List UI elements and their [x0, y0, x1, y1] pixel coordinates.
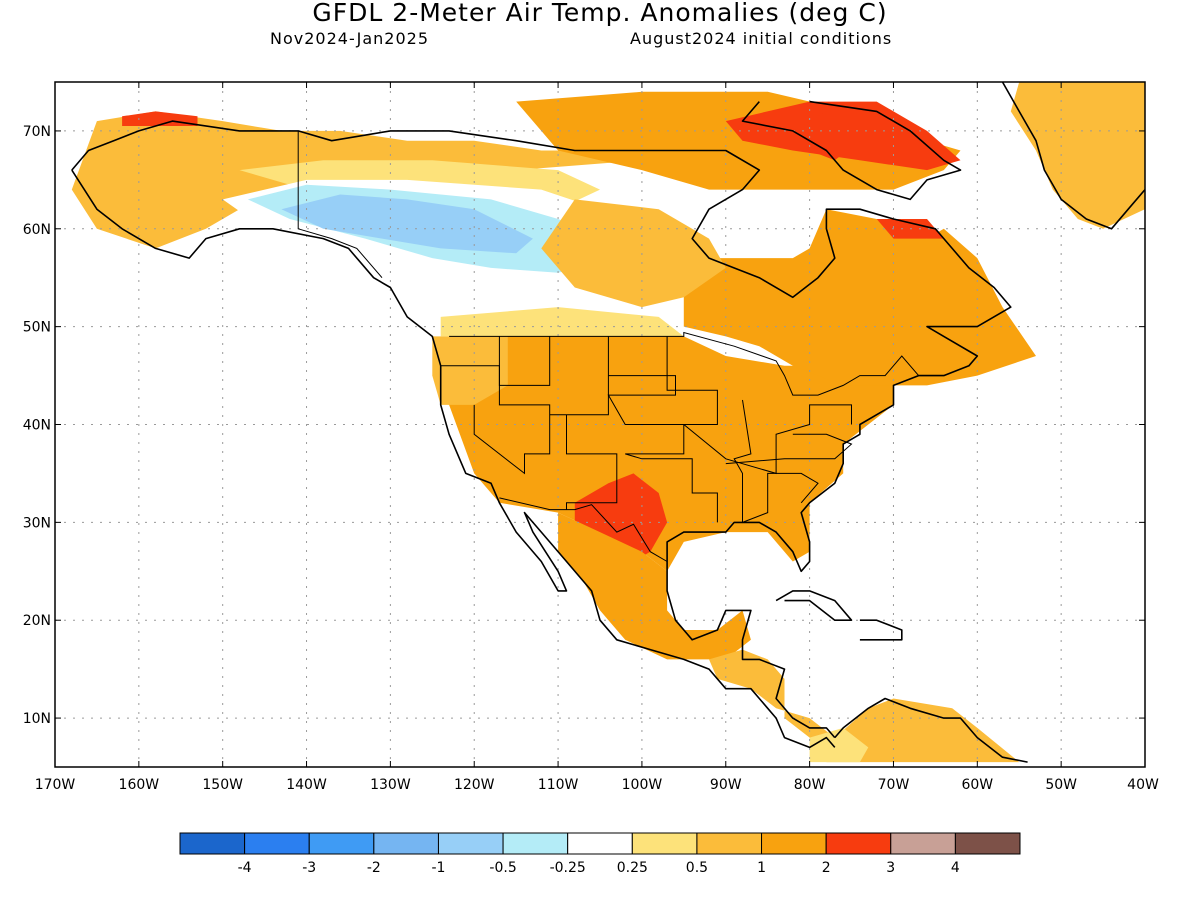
lat-label: 30N — [23, 515, 51, 531]
region-west-canada-cool-core — [281, 194, 533, 254]
lon-label: 130W — [370, 777, 411, 793]
lon-label: 90W — [710, 777, 742, 793]
legend-label: 0.5 — [686, 860, 708, 876]
lon-label: 150W — [202, 777, 243, 793]
legend-label: -0.25 — [550, 860, 586, 876]
legend-swatch — [825, 832, 892, 855]
legend-swatch — [696, 832, 763, 855]
legend-label: 1 — [757, 860, 766, 876]
coast-baffin-island — [741, 100, 962, 201]
coast-hispaniola — [859, 619, 903, 641]
lat-label: 20N — [23, 613, 51, 629]
legend-label: 4 — [951, 860, 960, 876]
lon-label: 50W — [1045, 777, 1077, 793]
initial-conditions: August2024 initial conditions — [630, 29, 893, 48]
border-state-lines-4 — [607, 375, 718, 523]
region-alaska-warm — [71, 111, 642, 249]
longitude-labels: 170W 160W 150W 140W 130W 120W 110W 100W 90W 80W 70… — [35, 82, 1159, 793]
coast-north-america-east-coast — [71, 120, 1012, 739]
region-hudson-bay-west-orange — [541, 199, 726, 308]
anomaly-regions — [71, 82, 1145, 763]
lon-label: 140W — [286, 777, 327, 793]
border-state-lines-2 — [498, 336, 551, 386]
coast-greenland-coast — [1001, 82, 1145, 230]
legend-label: -0.5 — [489, 860, 516, 876]
legend-label: 0.25 — [617, 860, 648, 876]
lon-label: 110W — [538, 777, 579, 793]
lat-label: 50N — [23, 320, 51, 336]
lon-label: 70W — [878, 777, 910, 793]
lat-label: 10N — [23, 711, 51, 727]
border-us-mexico — [499, 497, 668, 562]
legend-swatch — [373, 832, 439, 855]
coast-north-america-west-coast — [71, 169, 836, 749]
region-baffin-red — [792, 111, 860, 161]
coast-south-america-coast — [834, 697, 1028, 763]
coast-cuba — [775, 590, 853, 622]
lon-label: 100W — [622, 777, 663, 793]
legend-swatch — [890, 832, 956, 855]
chart-title: GFDL 2-Meter Air Temp. Anomalies (deg C) — [312, 0, 888, 27]
legend-label: 2 — [822, 860, 831, 876]
forecast-period: Nov2024-Jan2025 — [270, 29, 429, 48]
lon-label: 120W — [454, 777, 495, 793]
border-state-lines-7 — [725, 433, 853, 465]
borders — [297, 130, 919, 562]
lat-label: 60N — [23, 222, 51, 238]
region-greenland-orange — [1010, 82, 1145, 229]
lon-label: 160W — [119, 777, 160, 793]
color-legend: -4 -3 -2 -1 -0.5 -0.25 0.25 0.5 1 2 3 4 — [179, 832, 1021, 876]
lon-label: 80W — [794, 777, 826, 793]
border-us-canada — [449, 331, 919, 396]
border-state-lines-5 — [666, 336, 852, 475]
legend-swatch — [179, 832, 246, 855]
region-pacific-nw-yellow — [432, 336, 508, 405]
legend-swatch — [954, 832, 1021, 855]
region-mexico-orange — [558, 512, 751, 660]
legend-label: -1 — [431, 860, 445, 876]
latitude-labels: 10N 20N 30N 40N 50N 60N 70N — [23, 124, 1145, 727]
lon-label: 170W — [35, 777, 76, 793]
lon-label: 40W — [1127, 777, 1159, 793]
legend-label: -3 — [302, 860, 316, 876]
region-venezuela-yellow — [809, 727, 869, 763]
region-eastern-canada-orange — [683, 209, 1036, 386]
lat-label: 70N — [23, 124, 51, 140]
legend-label: -2 — [367, 860, 381, 876]
legend-swatch — [244, 832, 310, 855]
region-central-america-orange — [709, 649, 835, 738]
border-alaska-canada — [297, 130, 383, 279]
legend-label: 3 — [886, 860, 895, 876]
coastlines — [71, 82, 1145, 763]
region-nbound-yellow — [440, 307, 684, 337]
border-state-lines-3 — [549, 336, 618, 510]
legend-swatch — [502, 832, 569, 855]
legend-label: -4 — [238, 860, 252, 876]
legend-swatch — [761, 832, 827, 855]
border-state-lines-6 — [733, 399, 819, 524]
legend-swatch — [631, 832, 698, 855]
region-south-america-orange — [826, 698, 1020, 763]
lat-label: 40N — [23, 418, 51, 434]
legend-swatch — [567, 832, 633, 855]
lon-label: 60W — [961, 777, 993, 793]
legend-swatch — [437, 832, 504, 855]
legend-swatch — [308, 832, 375, 855]
